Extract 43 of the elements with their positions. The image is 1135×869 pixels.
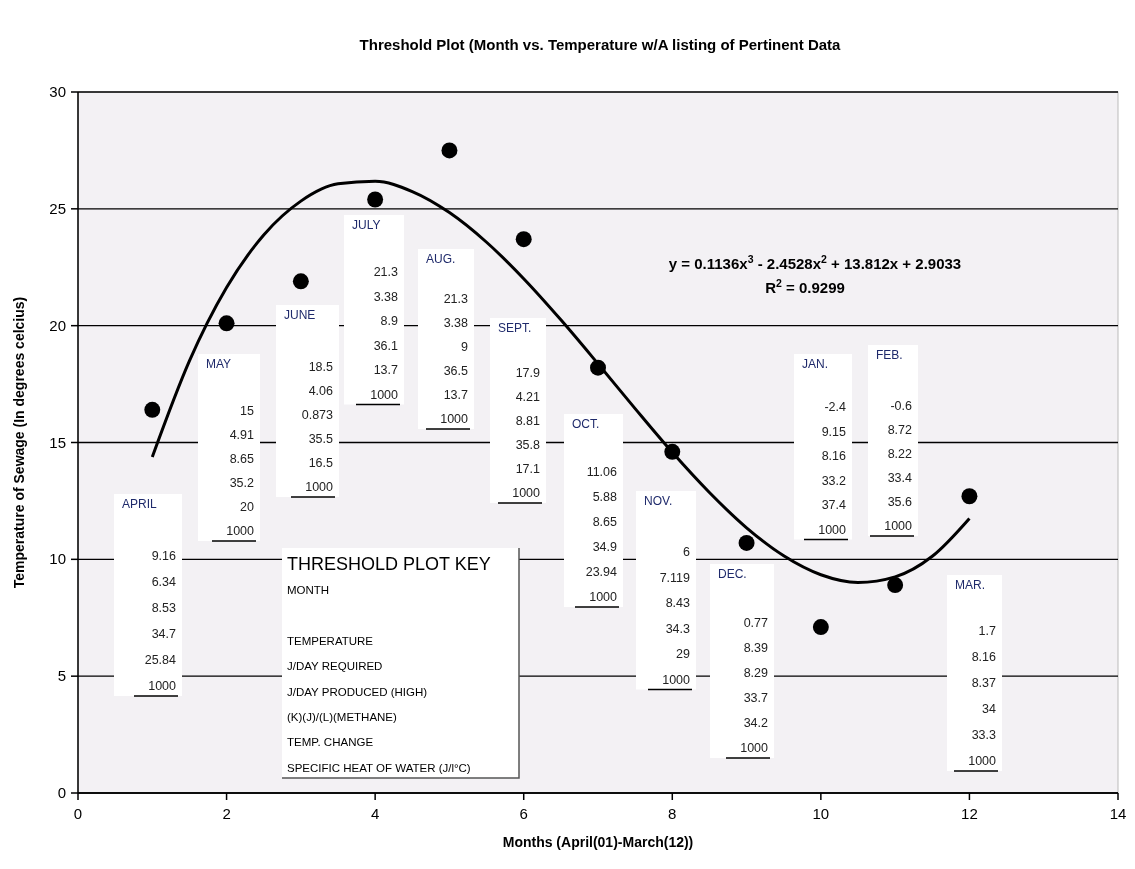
text: AUG. 21.3 3.38 9 36.5 13.7 1000	[426, 252, 468, 426]
x-axis-title: Months (April(01)-March(12))	[502, 834, 694, 850]
text: OCT. 11.06 5.88 8.65 34.9 23.94 1000	[572, 417, 617, 604]
y-tick-label: 5	[57, 667, 66, 685]
y-tick-label: 20	[49, 316, 66, 334]
y-tick-label: 0	[57, 784, 66, 801]
point	[144, 401, 161, 418]
text: DEC. 0.77 8.39 8.29 33.7 34.2 1000	[718, 567, 768, 755]
text: SEPT. 17.9 4.21 8.81 35.8 17.1 1000	[498, 321, 540, 500]
y-tick-label: 10	[49, 550, 66, 568]
text: MAR. 1.7 8.16 8.37 34 33.3 1000	[955, 578, 996, 768]
text: JAN. -2.4 9.15 8.16 33.2 37.4 1000	[802, 357, 846, 537]
x-tick-label: 0	[73, 805, 83, 822]
text: APRIL 9.16 6.34 8.53 34.7 25.84 1000	[122, 497, 176, 693]
point	[961, 488, 978, 505]
text: FEB. -0.6 8.72 8.22 33.4 35.6 1000	[876, 348, 912, 533]
text: THRESHOLD PLOT KEY MONTH TEMPERATURE J/DAY REQUIRED J/DAY PRODUCED (HIGH) (K)(J)/(L)(METHANE) TEMP. CHANGE SPECIFIC HEAT OF WATER (J/l°C)	[287, 554, 491, 774]
text: JULY 21.3 3.38 8.9 36.1 13.7 1000	[352, 218, 398, 402]
point	[887, 577, 904, 593]
x-tick-label: 6	[519, 805, 528, 822]
point	[515, 231, 532, 248]
x-tick-label: 12	[961, 805, 978, 822]
point	[738, 535, 755, 551]
y-tick-label: 15	[49, 433, 66, 451]
text: JUNE 18.5 4.06 0.873 35.5 16.5 1000	[284, 308, 333, 494]
text: MAY 15 4.91 8.65 35.2 20 1000	[206, 357, 254, 538]
annotation: y = 0.1136x$^{3}$ - 2.4528x$^{2}$ + 13.812x + 2.9033	[668, 253, 962, 272]
point	[367, 191, 384, 208]
point	[292, 273, 309, 290]
point	[441, 142, 458, 159]
y-axis-title: Temperature of Sewage (In degrees celcius)	[11, 296, 27, 589]
x-tick-label: 4	[370, 805, 380, 822]
x-tick-label: 10	[812, 805, 830, 822]
chart-title: Threshold Plot (Month vs. Temperature w/A listing of Pertinent Data	[359, 36, 842, 53]
point	[812, 619, 829, 636]
x-tick-label: 14	[1109, 805, 1127, 822]
x-tick-label: 8	[668, 805, 677, 822]
x-tick-label: 2	[222, 805, 231, 822]
point	[218, 315, 235, 332]
annotation: R$^{2}$ = 0.9299	[765, 277, 845, 296]
y-tick-label: 30	[49, 83, 66, 100]
text: NOV. 6 7.119 8.43 34.3 29 1000	[644, 494, 690, 687]
y-tick-label: 25	[49, 199, 66, 217]
